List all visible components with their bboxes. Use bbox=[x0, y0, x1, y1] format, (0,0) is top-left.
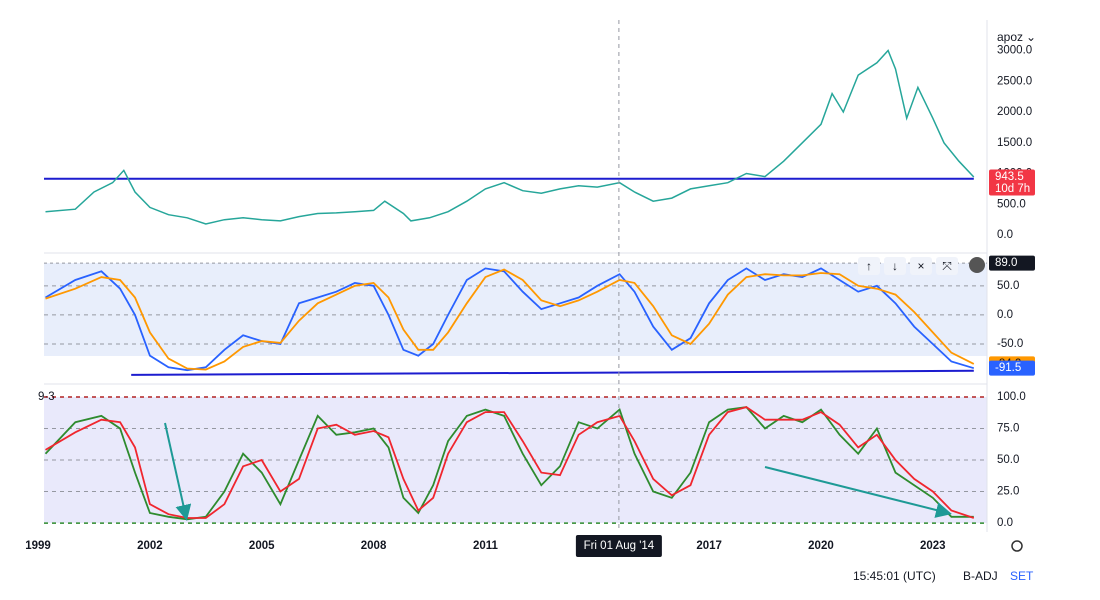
x-tick-label: 1999 bbox=[25, 540, 51, 552]
series-line bbox=[45, 406, 975, 519]
arrow bbox=[164, 422, 192, 521]
y-tick-label: -50.0 bbox=[997, 338, 1023, 350]
y-tick-label: 500.0 bbox=[997, 198, 1026, 210]
dropdown-icon: ⌄ bbox=[1026, 30, 1036, 44]
x-tick-label: 2020 bbox=[808, 540, 834, 552]
adjustment-toggle[interactable]: B-ADJ bbox=[963, 569, 998, 583]
y-tick-label: 75.0 bbox=[997, 423, 1019, 435]
series-line bbox=[45, 267, 975, 372]
y-tick-label: 50.0 bbox=[997, 454, 1019, 466]
icon: × bbox=[917, 259, 924, 273]
backgrounds bbox=[44, 263, 987, 524]
clock: 15:45:01 (UTC) bbox=[853, 569, 936, 583]
last-value-box bbox=[989, 360, 1035, 376]
settings-button[interactable] bbox=[969, 257, 985, 273]
y-tick-label: 0.0 bbox=[997, 517, 1013, 529]
close-button[interactable] bbox=[910, 257, 932, 275]
maximize-button[interactable] bbox=[936, 257, 958, 275]
move-down-button[interactable] bbox=[884, 257, 906, 275]
x-tick-label: 2017 bbox=[696, 540, 722, 552]
y-tick-label: 2500.0 bbox=[997, 75, 1032, 87]
icon: ⤧ bbox=[942, 259, 952, 273]
symbol-menu[interactable] bbox=[991, 28, 1039, 48]
axis-labels: 0.0500.01000.01500.02000.02500.03000.094… bbox=[25, 45, 1035, 557]
last-price-box bbox=[989, 169, 1035, 196]
plot bbox=[44, 20, 987, 532]
icon: ↓ bbox=[892, 259, 898, 273]
pane-toolbar: ↑ ↓ × ⤧ bbox=[858, 257, 985, 275]
indicator-background bbox=[44, 263, 987, 357]
symbol-menu-text: apoz bbox=[997, 30, 1023, 44]
y-tick-label: 2000.0 bbox=[997, 106, 1032, 118]
series-line bbox=[45, 268, 975, 371]
y-tick-label: 1500.0 bbox=[997, 137, 1032, 149]
series-line bbox=[45, 49, 975, 225]
y-tick-label: 50.0 bbox=[997, 280, 1019, 292]
y-tick-label: 3000.0 bbox=[997, 45, 1032, 57]
x-tick-label: 2002 bbox=[137, 540, 163, 552]
settings-icon[interactable] bbox=[1011, 540, 1023, 552]
last-value: -91.5 bbox=[995, 362, 1021, 374]
y-tick-label: 0.0 bbox=[997, 229, 1013, 241]
session-toggle[interactable]: SET bbox=[1010, 569, 1034, 583]
x-tick-label: 2011 bbox=[473, 540, 499, 552]
level-value: 89.0 bbox=[995, 257, 1017, 269]
y-tick-label: 100.0 bbox=[997, 391, 1026, 403]
indicator-label: 9·3 bbox=[38, 391, 55, 403]
y-tick-label: 25.0 bbox=[997, 486, 1019, 498]
arrow bbox=[764, 466, 952, 518]
crosshair-label: Fri 01 Aug '14 bbox=[584, 540, 655, 552]
x-tick-label: 2008 bbox=[361, 540, 387, 552]
x-tick-label: 2023 bbox=[920, 540, 946, 552]
crosshair-label-box bbox=[575, 535, 662, 557]
trend-line bbox=[131, 369, 974, 376]
move-up-button[interactable] bbox=[858, 257, 880, 275]
y-tick-label: 0.0 bbox=[997, 309, 1013, 321]
level-value-box bbox=[989, 255, 1035, 271]
last-price-countdown: 10d 7h bbox=[995, 183, 1030, 195]
last-price: 943.5 bbox=[995, 171, 1024, 183]
icon: ↑ bbox=[866, 259, 872, 273]
x-tick-label: 2005 bbox=[249, 540, 275, 552]
